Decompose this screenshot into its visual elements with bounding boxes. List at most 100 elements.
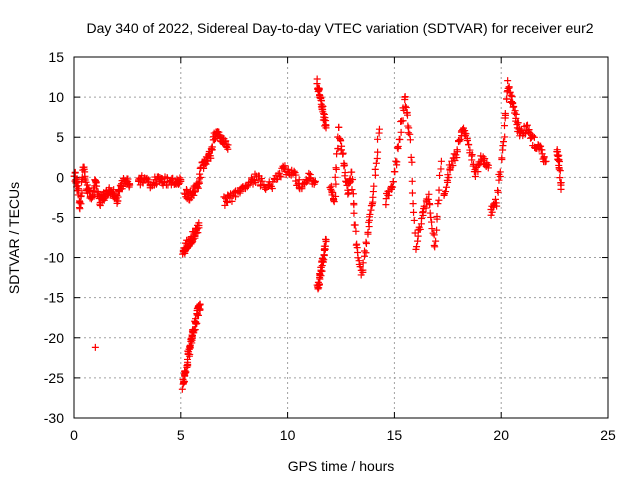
data-point [350,199,358,207]
data-point [311,177,319,185]
data-point [397,128,405,136]
data-point [114,193,122,201]
data-point [392,157,400,165]
data-point [374,148,382,156]
data-point [401,93,409,101]
data-point [258,177,266,185]
data-point [410,208,418,216]
data-point [191,187,199,195]
data-point [413,243,421,251]
data-point [193,319,201,327]
data-point [305,169,313,177]
data-point [435,196,443,204]
data-point [540,153,548,161]
data-point [500,122,508,130]
data-point [407,153,415,161]
x-tick-labels: 0 5 10 15 20 25 [70,427,616,443]
data-point [268,185,276,193]
data-point [322,121,330,129]
data-point [404,129,412,137]
data-point [335,123,343,131]
data-point [330,198,338,206]
grid-lines [74,57,608,418]
data-point [382,201,390,209]
data-point [493,202,501,210]
data-point [345,189,353,197]
data-point [401,102,409,110]
data-point [435,186,443,194]
y-tick-labels: -30 -25 -20 -15 -10 -5 0 5 10 15 [44,49,64,426]
data-point [322,238,330,246]
data-point [436,171,444,179]
data-point [453,148,461,156]
data-point [427,213,435,221]
data-point [422,204,430,212]
data-point [456,137,464,145]
data-point [126,180,134,188]
data-point [494,186,502,194]
data-point [408,189,416,197]
data-point [182,369,190,377]
data-point [243,183,251,191]
data-point [256,182,264,190]
data-point [195,302,203,310]
data-point [419,211,427,219]
data-point [195,221,203,229]
data-point [374,135,382,143]
data-point [394,142,402,150]
data-point [496,168,504,176]
data-point [93,182,101,190]
y-tick-label: -20 [44,330,64,346]
data-point [396,136,404,144]
data-point [349,190,357,198]
y-tick-label: 15 [48,49,64,65]
data-point [264,182,272,190]
data-point [177,177,185,185]
data-point [501,109,509,117]
data-point [331,173,339,181]
data-point [557,185,565,193]
data-point [512,114,520,122]
data-point [188,333,196,341]
x-tick-label: 15 [387,427,403,443]
data-point [390,168,398,176]
data-point [108,189,116,197]
y-tick-label: -15 [44,290,64,306]
data-point [348,186,356,194]
data-point [425,190,433,198]
data-point [315,84,323,92]
data-point [341,169,349,177]
data-point [370,182,378,190]
data-point [408,177,416,185]
data-point [216,131,224,139]
data-point [351,221,359,229]
data-point [178,385,186,393]
data-point [428,225,436,233]
data-point [191,326,199,334]
data-points [70,75,565,393]
data-point [77,192,85,200]
data-point [76,205,84,213]
data-point [279,163,287,171]
data-point [359,266,367,274]
data-point [525,126,533,134]
data-point [514,119,522,127]
plot-frame [73,56,609,419]
data-point [281,162,289,170]
data-point [277,173,285,181]
data-point [371,165,379,173]
data-point [71,168,79,176]
data-point [72,176,80,184]
data-point [368,200,376,208]
data-point [333,150,341,158]
data-point [555,155,563,163]
data-point [337,146,345,154]
data-point [86,187,94,195]
data-point [204,157,212,165]
data-point [449,161,457,169]
data-point [91,343,99,351]
data-point [501,133,509,141]
data-point [406,136,414,144]
data-point [542,157,550,165]
data-point [319,105,327,113]
